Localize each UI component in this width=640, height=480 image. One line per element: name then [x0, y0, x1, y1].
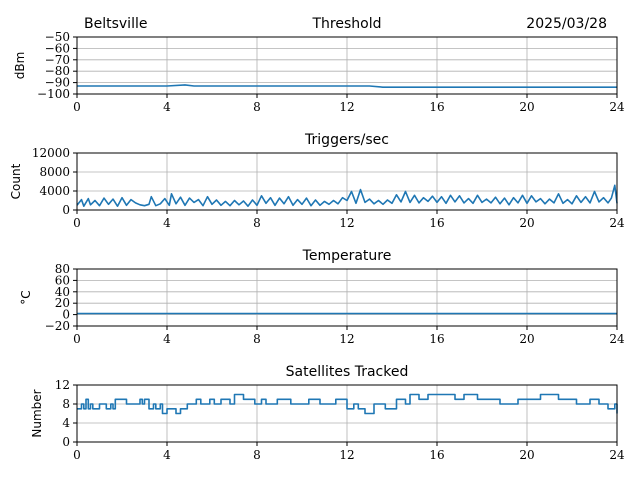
- y-tick-label: −50: [45, 30, 70, 44]
- y-tick-label: 0: [62, 308, 70, 322]
- x-tick-label: 16: [429, 216, 444, 230]
- y-tick-label: −100: [37, 87, 70, 101]
- chart-title: Threshold: [312, 16, 382, 32]
- y-tick-label: 60: [55, 273, 70, 287]
- y-tick-label: −90: [45, 76, 70, 90]
- y-axis-label: Count: [9, 163, 23, 199]
- x-tick-label: 0: [73, 332, 81, 346]
- x-tick-label: 24: [609, 332, 625, 346]
- y-tick-label: 20: [55, 296, 70, 310]
- header-date: 2025/03/28: [526, 16, 607, 32]
- y-tick-label: 4: [62, 416, 70, 430]
- y-tick-label: −80: [45, 64, 70, 78]
- chart-title: Temperature: [302, 248, 392, 264]
- x-tick-label: 0: [73, 216, 81, 230]
- y-axis-label: dBm: [13, 52, 27, 80]
- y-tick-label: 4000: [39, 184, 70, 198]
- x-tick-label: 8: [253, 332, 261, 346]
- x-tick-label: 8: [253, 448, 261, 462]
- x-tick-label: 16: [429, 448, 444, 462]
- x-tick-label: 0: [73, 100, 81, 114]
- x-tick-label: 24: [609, 216, 625, 230]
- y-tick-label: −20: [45, 319, 70, 333]
- x-tick-label: 20: [519, 100, 534, 114]
- x-tick-label: 4: [163, 448, 171, 462]
- x-tick-label: 24: [609, 448, 625, 462]
- x-tick-label: 24: [609, 100, 625, 114]
- x-tick-label: 12: [339, 448, 354, 462]
- chart-title: Satellites Tracked: [286, 364, 409, 380]
- x-tick-label: 20: [519, 448, 534, 462]
- x-tick-label: 12: [339, 332, 354, 346]
- y-tick-label: 12: [55, 378, 70, 392]
- x-tick-label: 12: [339, 100, 354, 114]
- chart-panels: 0 4 8 12 16 20 24 −50−60−70−80−90−100 Threshold d…: [9, 16, 625, 462]
- x-tick-label: 16: [429, 100, 444, 114]
- x-tick-label: 0: [73, 448, 81, 462]
- x-tick-label: 4: [163, 100, 171, 114]
- y-tick-label: 40: [55, 285, 70, 299]
- y-tick-label: 80: [55, 262, 70, 276]
- x-tick-label: 16: [429, 332, 444, 346]
- chart-panel-4: 0 4 8 12 16 20 24 12 8 4 0 Satellites Tracked Number: [30, 364, 625, 462]
- y-axis-label: Number: [30, 389, 44, 437]
- y-tick-label: 8000: [39, 165, 70, 179]
- chart-panel-2: 0 4 8 12 16 20 24 12000 8000 4000 0 Triggers/sec Cou…: [9, 132, 625, 230]
- x-tick-label: 8: [253, 216, 261, 230]
- y-tick-label: 8: [62, 397, 70, 411]
- chart-panel-1: 0 4 8 12 16 20 24 −50−60−70−80−90−100 Threshold d…: [13, 16, 625, 114]
- x-tick-label: 4: [163, 216, 171, 230]
- series-line-1: [76, 184, 618, 207]
- x-tick-label: 4: [163, 332, 171, 346]
- y-tick-label: 0: [62, 435, 70, 449]
- series-line-1: [77, 393, 618, 415]
- x-tick-label: 8: [253, 100, 261, 114]
- y-axis-label: °C: [19, 290, 33, 304]
- x-tick-label: 12: [339, 216, 354, 230]
- x-tick-label: 20: [519, 216, 534, 230]
- series-line-1: [77, 84, 617, 88]
- y-tick-label: −60: [45, 41, 70, 55]
- header-location: Beltsville: [84, 16, 147, 32]
- chart-title: Triggers/sec: [304, 132, 389, 148]
- y-tick-label: −70: [45, 53, 70, 67]
- y-tick-label: 0: [62, 203, 70, 217]
- x-tick-label: 20: [519, 332, 534, 346]
- y-tick-label: 12000: [32, 146, 70, 160]
